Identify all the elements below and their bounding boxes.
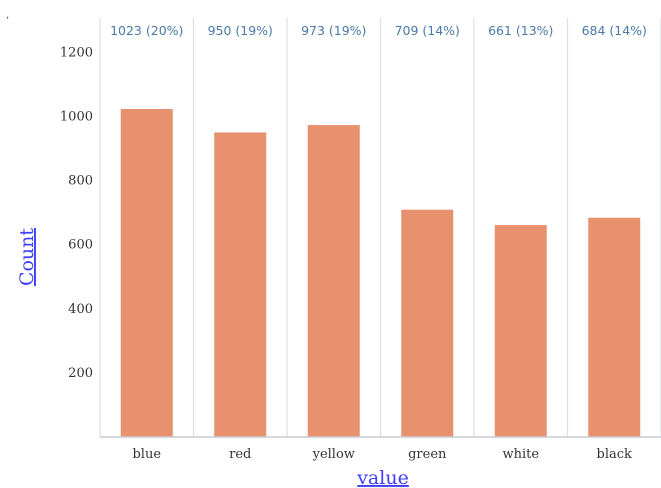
x-tick-label: red <box>229 447 251 462</box>
y-axis-ticks: 200 400 600 800 1000 1200 <box>60 45 93 381</box>
x-tick-label: green <box>408 447 447 462</box>
bar-blue[interactable] <box>120 109 173 438</box>
y-tick-label: 1000 <box>60 109 93 124</box>
data-label-black: 684 (14%) <box>582 23 647 38</box>
x-axis-ticks: blue red yellow green white black <box>132 447 632 462</box>
bar-yellow[interactable] <box>307 125 360 437</box>
y-tick-label: 200 <box>68 366 93 381</box>
bar-red[interactable] <box>214 132 267 437</box>
bar-white[interactable] <box>494 225 547 437</box>
y-axis-title[interactable]: Count <box>16 228 38 286</box>
column-separators <box>99 18 661 437</box>
y-tick-label: 400 <box>68 302 93 317</box>
corner-mark: , <box>6 10 9 21</box>
bar-green[interactable] <box>401 209 454 437</box>
x-axis-title[interactable]: value <box>356 467 409 488</box>
x-tick-label: yellow <box>312 447 355 462</box>
data-label-green: 709 (14%) <box>395 23 460 38</box>
data-label-red: 950 (19%) <box>208 23 273 38</box>
x-tick-label: black <box>597 447 633 462</box>
y-tick-label: 800 <box>68 174 93 189</box>
bar-black[interactable] <box>588 217 641 437</box>
y-tick-label: 1200 <box>60 45 93 60</box>
data-label-yellow: 973 (19%) <box>301 23 366 38</box>
x-tick-label: white <box>502 447 539 462</box>
bars <box>120 109 641 438</box>
data-label-blue: 1023 (20%) <box>110 23 183 38</box>
data-label-white: 661 (13%) <box>488 23 553 38</box>
y-tick-label: 600 <box>68 238 93 253</box>
x-tick-label: blue <box>132 447 161 462</box>
data-labels: 1023 (20%) 950 (19%) 973 (19%) 709 (14%) 661… <box>110 23 647 38</box>
